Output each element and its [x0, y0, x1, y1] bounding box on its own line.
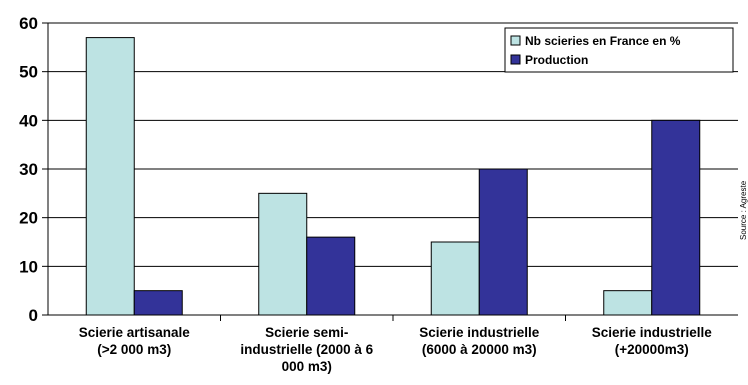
legend: Nb scieries en France en % Production — [504, 27, 734, 73]
bar-nb-scieries — [258, 192, 308, 316]
x-tick-label: industrielle (2000 à 6 — [240, 342, 373, 357]
y-tick-label: 30 — [19, 160, 38, 179]
bar-production — [478, 168, 528, 316]
x-tick-label: (6000 à 20000 m3) — [422, 342, 537, 357]
bar-production — [651, 119, 701, 316]
x-tick-label: Scierie artisanale — [79, 325, 191, 340]
legend-label: Nb scieries en France en % — [525, 34, 681, 48]
gridlines — [48, 22, 738, 267]
legend-box — [504, 27, 734, 73]
bar-production — [133, 290, 183, 316]
legend-swatch — [510, 35, 521, 46]
x-tick-label: (>2 000 m3) — [97, 342, 171, 357]
y-tick-label: 10 — [19, 257, 38, 276]
bar-nb-scieries — [85, 37, 135, 316]
x-tick-label: Scierie industrielle — [592, 325, 713, 340]
y-tick-label: 60 — [19, 14, 38, 33]
bar-nb-scieries — [603, 290, 653, 316]
x-tick-labels: Scierie artisanale (>2 000 m3) Scierie sem… — [79, 325, 713, 374]
bar-production — [306, 236, 356, 316]
legend-label: Production — [525, 53, 588, 67]
y-tick-label: 0 — [29, 306, 38, 325]
y-tick-labels: 0 10 20 30 40 50 60 — [19, 14, 38, 325]
legend-swatch — [510, 54, 521, 65]
x-tick-label: (+20000m3) — [615, 342, 689, 357]
y-tick-label: 50 — [19, 63, 38, 82]
x-tick-label: Scierie semi- — [265, 325, 348, 340]
y-tick-label: 40 — [19, 111, 38, 130]
bar-nb-scieries — [430, 241, 480, 316]
source-note: Source : Agreste — [739, 180, 748, 240]
x-tick-label: Scierie industrielle — [419, 325, 540, 340]
x-tick-label: 000 m3) — [282, 359, 332, 374]
y-tick-label: 20 — [19, 209, 38, 228]
bars — [85, 37, 701, 316]
